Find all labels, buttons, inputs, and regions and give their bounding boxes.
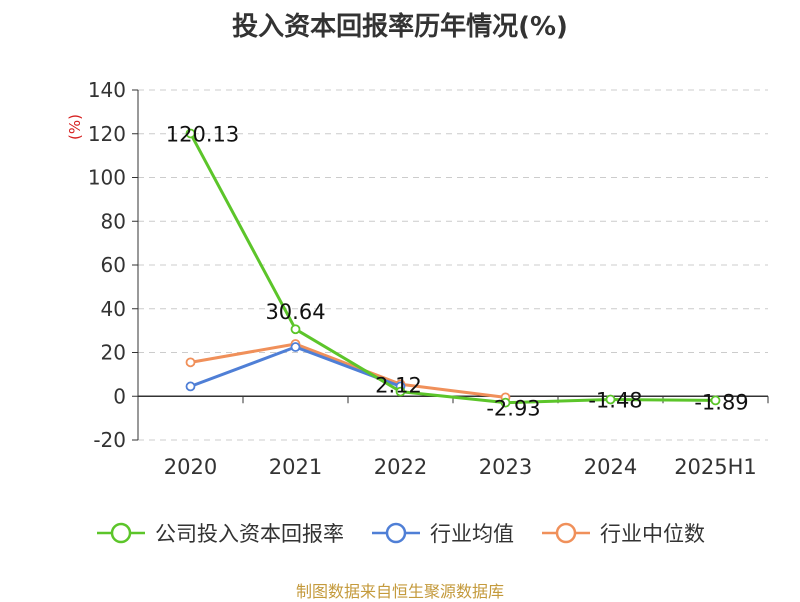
legend-label: 公司投入资本回报率 (155, 522, 344, 546)
y-axis-label: (%) (66, 114, 84, 140)
x-tick-label: 2023 (479, 455, 532, 479)
data-point (185, 357, 196, 368)
series-line (190, 342, 506, 399)
y-tick-label: 80 (101, 209, 126, 233)
legend-label: 行业中位数 (600, 522, 705, 546)
y-tick-label: 100 (88, 166, 126, 190)
x-tick-label: 2025H1 (674, 455, 757, 479)
data-label: -1.48 (588, 388, 642, 412)
legend-item[interactable]: 行业均值 (370, 518, 514, 548)
y-tick-label: 40 (101, 297, 126, 321)
legend-item[interactable]: 行业中位数 (540, 518, 705, 548)
y-tick-label: 0 (113, 384, 126, 408)
data-point (605, 394, 616, 405)
chart-title: 投入资本回报率历年情况(%) (232, 12, 568, 42)
data-label: -2.93 (486, 397, 540, 421)
y-tick-label: 120 (88, 122, 126, 146)
legend-marker-icon (97, 522, 145, 544)
x-tick-label: 2021 (269, 455, 322, 479)
data-label: -1.89 (694, 390, 748, 414)
legend-marker-icon (372, 522, 420, 544)
data-point (290, 324, 301, 335)
data-point (185, 128, 196, 139)
x-tick-label: 2020 (164, 455, 217, 479)
x-tick-label: 2022 (374, 455, 427, 479)
x-tick-label: 2024 (584, 455, 637, 479)
data-labels: 120.13 30.64 2.12 -2.93 -1.48 -1.89 (166, 122, 749, 420)
data-point (185, 381, 196, 392)
data-label: 30.64 (265, 300, 325, 324)
source-note: 制图数据来自恒生聚源数据库 (295, 582, 504, 601)
data-label: 120.13 (166, 122, 239, 146)
series (185, 128, 721, 408)
y-tick-label: 140 (88, 78, 126, 102)
series-line (189, 132, 716, 405)
legend: 公司投入资本回报率 行业均值 行业中位数 (0, 518, 800, 548)
y-tick-label: -20 (93, 428, 126, 452)
legend-label: 行业均值 (430, 522, 514, 546)
y-tick-label: 20 (101, 341, 126, 365)
data-point (500, 397, 511, 408)
data-point (395, 386, 406, 397)
y-tick-label: 60 (101, 253, 126, 277)
data-point (710, 395, 721, 406)
axes: 140 120 100 80 60 40 20 0 -20 2020 2021 2022 2023 202… (66, 78, 769, 479)
data-label: 2.12 (375, 374, 422, 398)
data-point (290, 342, 301, 352)
legend-marker-icon (542, 522, 590, 544)
legend-item[interactable]: 公司投入资本回报率 (95, 518, 344, 548)
